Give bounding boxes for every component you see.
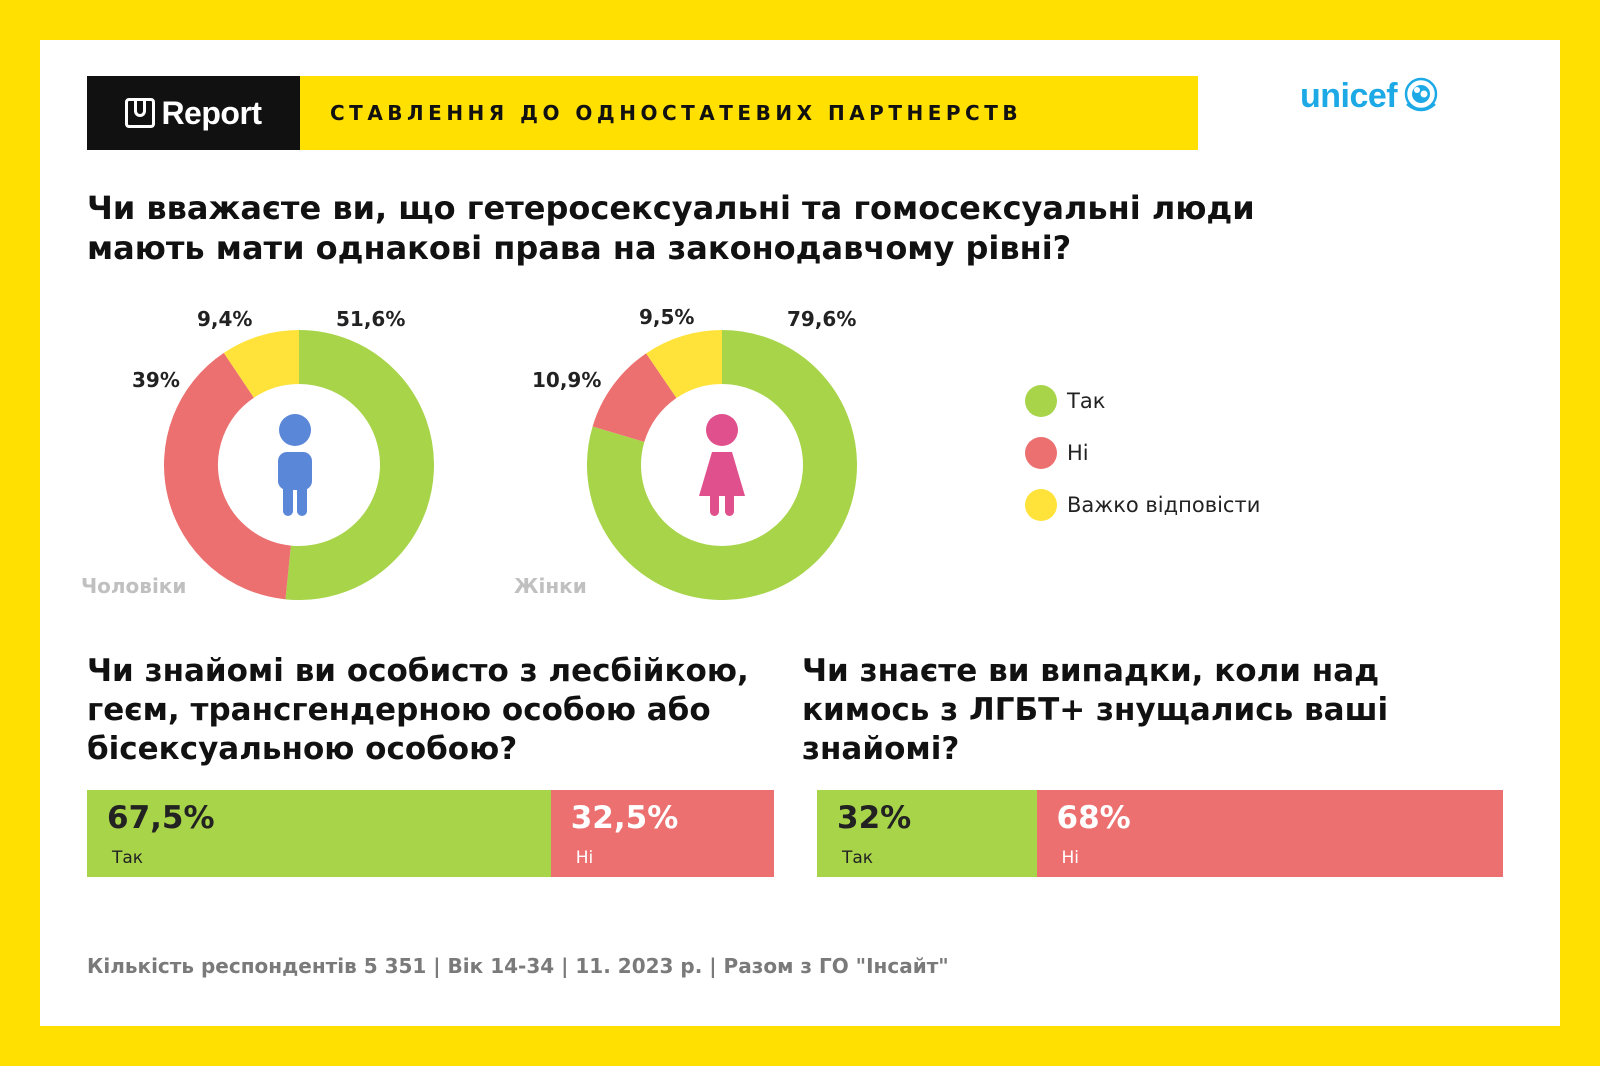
donut-women-label-yes: 79,6% bbox=[787, 307, 857, 331]
donut-men-slice-yes bbox=[285, 330, 434, 600]
question-bullying: Чи знаєте ви випадки, коли над кимось з … bbox=[802, 653, 1389, 767]
female-icon bbox=[699, 414, 745, 516]
legend-item-no: Ні bbox=[1025, 437, 1260, 469]
bar-acquaintance-yes-value: 67,5% bbox=[107, 800, 215, 836]
donut-women-label-no: 10,9% bbox=[532, 368, 602, 392]
bar-acquaintance-no-value: 32,5% bbox=[570, 800, 679, 836]
bar-bullying-no-label: Ні bbox=[1061, 848, 1080, 868]
legend-label-no: Ні bbox=[1067, 441, 1089, 465]
bar-acquaintance-yes-label: Так bbox=[112, 848, 144, 868]
donut-men-label-hard: 9,4% bbox=[197, 307, 253, 331]
donut-men-slice-hard bbox=[223, 330, 300, 399]
unicef-logo: unicef bbox=[1300, 76, 1441, 116]
header-bar: СТАВЛЕННЯ ДО ОДНОСТАТЕВИХ ПАРТНЕРСТВ bbox=[300, 76, 1198, 150]
donut-chart-women bbox=[587, 330, 857, 600]
page-title: СТАВЛЕННЯ ДО ОДНОСТАТЕВИХ ПАРТНЕРСТВ bbox=[330, 101, 1023, 125]
legend-label-yes: Так bbox=[1067, 389, 1106, 413]
bar-bullying-no: 68% Ні bbox=[1036, 790, 1503, 877]
chart-legend: Так Ні Важко відповісти bbox=[1025, 385, 1260, 541]
donut-chart-men bbox=[164, 330, 434, 600]
bar-bullying-yes-label: Так bbox=[842, 848, 874, 868]
unicef-wordmark: unicef bbox=[1300, 76, 1398, 115]
male-icon bbox=[278, 414, 312, 516]
legend-label-hard: Важко відповісти bbox=[1067, 493, 1261, 517]
bar-acquaintance-no: 32,5% Ні bbox=[550, 790, 774, 877]
bar-acquaintance-no-label: Ні bbox=[575, 848, 594, 868]
legend-dot-red bbox=[1025, 437, 1057, 469]
bar-bullying: 32% Так 68% Ні bbox=[817, 790, 1503, 877]
infographic-card: Report СТАВЛЕННЯ ДО ОДНОСТАТЕВИХ ПАРТНЕР… bbox=[40, 40, 1560, 1026]
bar-bullying-yes-value: 32% bbox=[837, 800, 912, 836]
legend-dot-yellow bbox=[1025, 489, 1057, 521]
legend-dot-green bbox=[1025, 385, 1057, 417]
bar-bullying-yes: 32% Так bbox=[817, 790, 1037, 877]
donut-men-label-yes: 51,6% bbox=[336, 307, 406, 331]
donut-women-slice-no bbox=[592, 353, 678, 443]
donut-men-title: Чоловіки bbox=[81, 574, 187, 598]
ureport-logo: Report bbox=[87, 76, 300, 150]
unicef-emblem-icon bbox=[1404, 77, 1438, 112]
legend-item-hard: Важко відповісти bbox=[1025, 489, 1260, 521]
question-equal-rights: Чи вважаєте ви, що гетеросексуальні та г… bbox=[87, 189, 1255, 267]
footer-meta: Кількість респондентів 5 351 | Вік 14-34… bbox=[87, 954, 949, 978]
donut-women-title: Жінки bbox=[514, 574, 587, 598]
donut-men-label-no: 39% bbox=[132, 368, 180, 392]
donut-women-slice-hard bbox=[646, 330, 723, 399]
bar-acquaintance-yes: 67,5% Так bbox=[87, 790, 551, 877]
question-acquaintance: Чи знайомі ви особисто з лесбійкою, геєм… bbox=[87, 653, 749, 767]
u-logo-icon bbox=[125, 98, 156, 128]
donut-men-slice-no bbox=[164, 352, 292, 600]
legend-item-yes: Так bbox=[1025, 385, 1260, 417]
bar-acquaintance: 67,5% Так 32,5% Ні bbox=[87, 790, 774, 877]
donut-women-label-hard: 9,5% bbox=[639, 305, 695, 329]
brand-name: Report bbox=[161, 94, 262, 131]
bar-bullying-no-value: 68% bbox=[1056, 800, 1131, 836]
donut-women-slice-yes bbox=[587, 330, 857, 600]
